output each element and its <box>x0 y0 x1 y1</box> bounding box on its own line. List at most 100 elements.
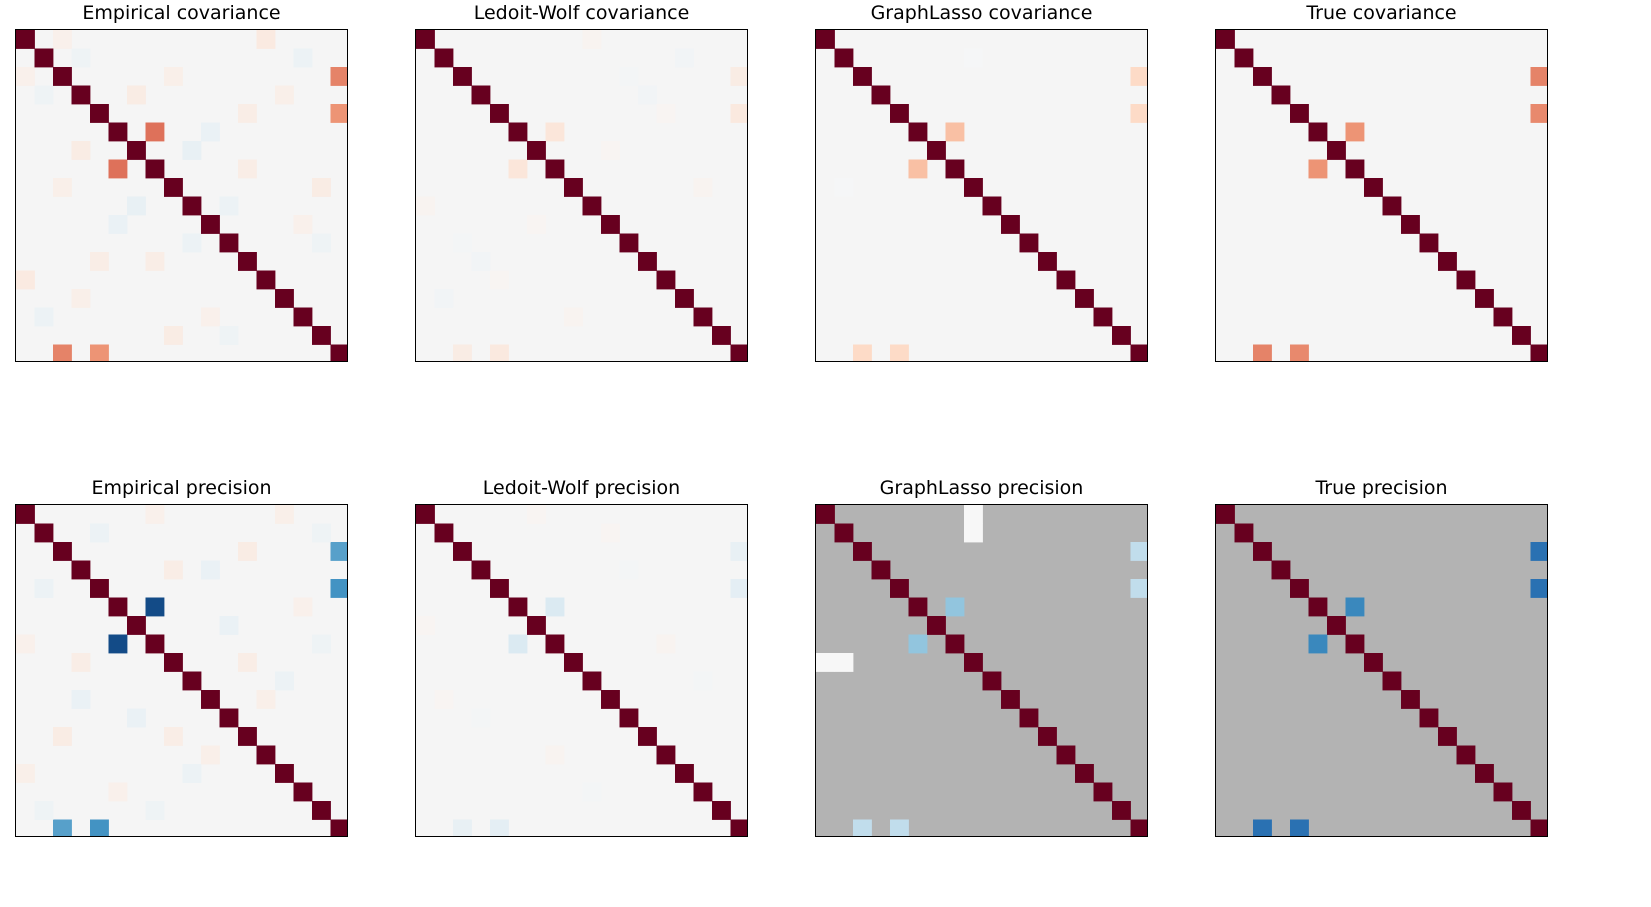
heatmap-cell <box>330 104 347 123</box>
heatmap-diagonal-cell <box>964 653 983 672</box>
heatmap-diagonal-cell <box>1290 579 1309 598</box>
heatmap-diagonal-cell <box>1345 634 1365 654</box>
heatmap-svg <box>816 505 1147 836</box>
heatmap-cell <box>238 159 257 179</box>
heatmap-cell <box>1290 819 1309 836</box>
heatmap-cell <box>834 178 854 197</box>
heatmap-diagonal-cell <box>312 326 331 345</box>
heatmap-diagonal-cell <box>1345 159 1365 179</box>
heatmap-diagonal-cell <box>982 196 1002 216</box>
heatmap-cell <box>1290 344 1309 361</box>
heatmap-diagonal-cell <box>1401 690 1420 709</box>
heatmap-cell <box>164 727 183 746</box>
heatmap-cell <box>16 270 35 290</box>
heatmap-cell <box>416 616 435 635</box>
heatmap-diagonal-cell <box>1382 196 1402 216</box>
heatmap-cell <box>564 307 583 327</box>
heatmap-cell <box>453 233 472 253</box>
heatmap-diagonal-cell <box>90 579 109 598</box>
heatmap-diagonal-cell <box>527 141 546 160</box>
heatmap-cell <box>1253 819 1272 836</box>
heatmap-diagonal-cell <box>908 597 928 617</box>
heatmap-cell <box>964 505 983 524</box>
heatmap-diagonal-cell <box>712 801 731 820</box>
heatmap-diagonal-cell <box>219 233 239 253</box>
chart-panel: Empirical covariance <box>15 2 348 362</box>
heatmap-cell <box>434 289 454 308</box>
heatmap-cell <box>693 178 713 197</box>
heatmap-diagonal-cell <box>1308 597 1328 617</box>
heatmap-diagonal-cell <box>238 727 257 746</box>
heatmap-diagonal-cell <box>293 307 313 327</box>
heatmap-cell <box>312 634 331 654</box>
heatmap-diagonal-cell <box>1327 141 1346 160</box>
heatmap-diagonal-cell <box>1253 542 1272 561</box>
heatmap-diagonal-cell <box>927 141 946 160</box>
heatmap-diagonal-cell <box>182 196 202 216</box>
heatmap-diagonal-cell <box>1130 344 1147 361</box>
heatmap-cell <box>527 215 546 234</box>
heatmap-diagonal-cell <box>982 671 1002 691</box>
heatmap-cell <box>890 344 909 361</box>
heatmap-diagonal-cell <box>293 782 313 802</box>
heatmap-cell <box>256 690 276 709</box>
heatmap-cell <box>545 597 565 617</box>
heatmap-diagonal-cell <box>675 289 694 308</box>
heatmap-cell <box>16 764 35 783</box>
heatmap-diagonal-cell <box>1512 801 1531 820</box>
heatmap-cell <box>108 215 128 234</box>
heatmap-diagonal-cell <box>1216 30 1235 49</box>
heatmap-cell <box>71 289 91 308</box>
heatmap-cell <box>293 215 313 234</box>
heatmap-diagonal-cell <box>1401 215 1420 234</box>
chart-panel: Empirical precision <box>15 477 348 837</box>
heatmap-diagonal-cell <box>1019 708 1039 728</box>
heatmap-cell <box>330 542 347 561</box>
heatmap-cell <box>145 505 165 524</box>
heatmap-cell <box>527 505 546 524</box>
heatmap-cell <box>53 344 72 361</box>
heatmap-diagonal-cell <box>434 48 454 68</box>
heatmap-diagonal-cell <box>108 597 128 617</box>
heatmap-cell <box>71 690 91 709</box>
heatmap-cell <box>471 708 491 728</box>
heatmap-diagonal-cell <box>256 745 276 765</box>
heatmap-cell <box>1530 104 1547 123</box>
heatmap-diagonal-cell <box>330 819 347 836</box>
heatmap-cell <box>90 523 109 543</box>
heatmap-cell <box>490 270 509 290</box>
chart-title: Ledoit-Wolf precision <box>482 477 681 499</box>
heatmap-diagonal-cell <box>945 159 965 179</box>
heatmap-cell <box>330 579 347 598</box>
heatmap-diagonal-cell <box>693 782 713 802</box>
heatmap-cell <box>182 233 202 253</box>
heatmap-diagonal-cell <box>945 634 965 654</box>
heatmap-diagonal-cell <box>1093 307 1113 327</box>
heatmap-svg <box>1216 505 1547 836</box>
heatmap-diagonal-cell <box>871 85 891 105</box>
heatmap-diagonal-cell <box>1234 523 1254 543</box>
heatmap-cell <box>201 122 220 142</box>
heatmap-diagonal-cell <box>1001 215 1020 234</box>
heatmap-diagonal-cell <box>1075 764 1094 783</box>
heatmap-diagonal-cell <box>816 30 835 49</box>
heatmap-cell <box>964 48 983 68</box>
heatmap-diagonal-cell <box>638 252 657 271</box>
heatmap-cell <box>453 344 472 361</box>
heatmap-cell <box>1530 579 1547 598</box>
heatmap-diagonal-cell <box>1530 819 1547 836</box>
heatmap-diagonal-cell <box>1438 727 1457 746</box>
heatmap-diagonal-cell <box>201 215 220 234</box>
heatmap-cell <box>730 67 747 86</box>
heatmap-svg <box>416 505 747 836</box>
heatmap-cell <box>145 122 165 142</box>
heatmap-cell <box>275 85 294 105</box>
heatmap-diagonal-cell <box>53 542 72 561</box>
heatmap-diagonal-cell <box>564 653 583 672</box>
heatmap-cell <box>16 634 35 654</box>
heatmap-cell <box>293 48 313 68</box>
heatmap-cell <box>312 233 331 253</box>
heatmap-diagonal-cell <box>1075 289 1094 308</box>
heatmap-cell <box>238 542 257 561</box>
heatmap-diagonal-cell <box>145 634 165 654</box>
